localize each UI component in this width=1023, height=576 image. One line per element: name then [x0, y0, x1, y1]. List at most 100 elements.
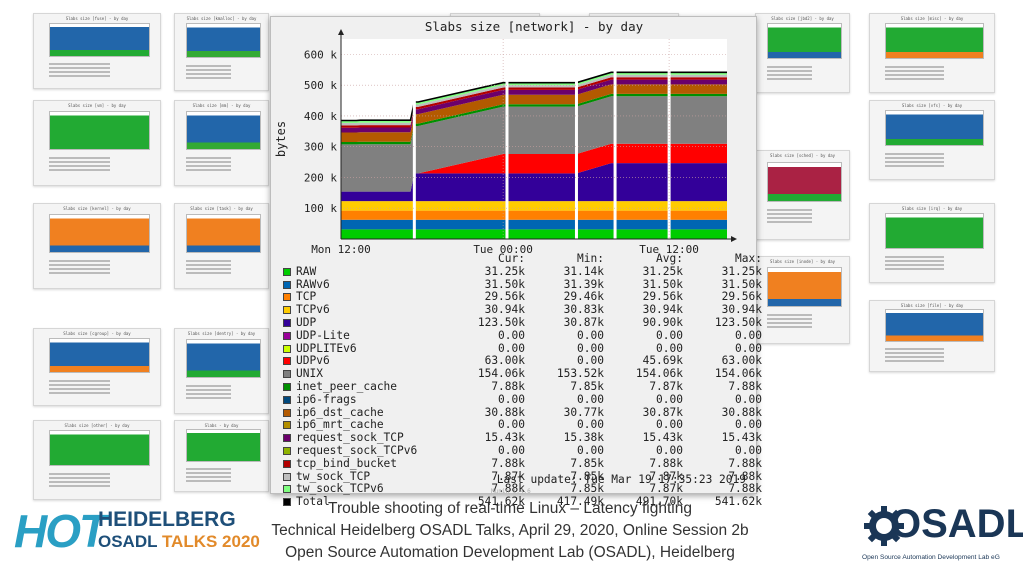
legend-cur: 123.50k [477, 315, 525, 329]
thumbnail-title: Slabs size [task] - by day [190, 206, 253, 211]
header-min: Min: [577, 252, 604, 265]
gear-icon [864, 506, 904, 546]
chart-canvas: Slabs size [network] - by day 100 k 200 k 3… [274, 19, 737, 256]
legend-min: 30.87k [563, 315, 604, 329]
legend-min: 30.83k [563, 303, 604, 317]
legend-avg: 30.87k [642, 405, 683, 419]
thumbnail-graph[interactable]: Slabs size [cgroup] - by day [33, 328, 161, 406]
legend-row: TCPv6 30.94k 30.83k 30.94k 30.94k [283, 303, 762, 317]
legend-max: 7.88k [728, 482, 762, 496]
legend-min: 153.52k [556, 367, 604, 381]
thumbnail-title: Slabs size [jbd2] - by day [771, 16, 834, 21]
legend-max: 7.88k [728, 379, 762, 393]
thumbnail-title: Slabs size [kmalloc] - by day [186, 16, 257, 21]
legend-swatch [283, 408, 291, 417]
legend-name: TCP [296, 290, 317, 304]
legend-min: 15.38k [563, 431, 604, 445]
legend-cur: 31.25k [484, 264, 525, 278]
thumbnail-graph[interactable]: Slabs size [dentry] - by day [174, 328, 269, 414]
thumbnail-plot [767, 23, 842, 60]
legend-row: Total 541.62k 417.49k 491.70k 541.62k [283, 495, 762, 509]
legend-min: 7.85k [570, 379, 604, 393]
x-tick-label: Tue 00:00 [473, 243, 533, 256]
legend-min: 0.00 [577, 392, 604, 406]
thumbnail-graph[interactable]: Slabs size [vfs] - by day [869, 100, 995, 180]
thumbnail-legend [767, 312, 841, 338]
thumbnail-graph[interactable]: Slabs size [kmalloc] - by day [174, 13, 269, 91]
thumbnail-graph[interactable]: Slabs size [other] - by day [33, 420, 161, 500]
thumbnail-plot [49, 430, 150, 467]
series-area-unix [341, 96, 727, 192]
thumbnail-graph[interactable]: Slabs size [misc] - by day [869, 13, 995, 93]
thumbnail-plot [884, 110, 985, 147]
thumbnail-graph[interactable]: Slabs size [mm] - by day [174, 100, 269, 186]
legend-row: tcp_bind_bucket 7.88k 7.85k 7.88k 7.88k [283, 457, 762, 471]
legend-table: Cur: Min: Avg: Max: RAW 31.25k 31.14k 31.25… [283, 252, 762, 509]
data-gap [412, 43, 416, 239]
legend-swatch [283, 472, 291, 481]
y-tick-label: 600 k [304, 48, 337, 61]
thumbnail-title: Slabs size [sched] - by day [769, 153, 836, 158]
thumbnail-plot [767, 161, 842, 203]
legend-cur: 0.00 [498, 392, 525, 406]
thumbnail-graph[interactable]: Slabs size [irq] - by day [869, 203, 995, 283]
y-axis-label: bytes [274, 121, 288, 157]
legend-min: 31.14k [563, 264, 604, 278]
legend-name: RAW [296, 264, 317, 278]
y-tick-label: 400 k [304, 110, 337, 123]
thumbnail-legend [186, 383, 260, 408]
legend-min: 0.00 [577, 341, 604, 355]
legend-max: 0.00 [735, 392, 762, 406]
series-area-udp [341, 163, 727, 202]
thumbnail-graph[interactable]: Slabs size [file] - by day [869, 300, 995, 372]
thumbnail-graph[interactable]: Slabs size [vm] - by day [33, 100, 161, 186]
legend-cur: 29.56k [484, 290, 525, 304]
legend-max: 7.88k [728, 469, 762, 483]
legend-swatch [283, 498, 291, 507]
thumbnail-title: Slabs size [file] - by day [900, 303, 964, 308]
legend-avg: 30.94k [642, 303, 683, 317]
legend-max: 0.00 [735, 341, 762, 355]
legend-row: RAW 31.25k 31.14k 31.25k 31.25k [283, 264, 762, 279]
legend-name: RAWv6 [296, 277, 330, 291]
thumbnail-graph[interactable]: Slabs size [task] - by day [174, 203, 269, 289]
legend-swatch [283, 357, 291, 366]
thumbnail-title: Slabs size [irq] - by day [901, 206, 963, 211]
legend-max: 31.50k [721, 277, 762, 291]
header-cur: Cur: [498, 252, 525, 265]
legend-max: 30.88k [721, 405, 762, 419]
legend-name: inet_peer_cache [296, 379, 398, 393]
legend-cur: 63.00k [484, 354, 525, 368]
munin-watermark: Munin 1.4.6 [491, 488, 531, 495]
last-update: Last update: Tue Mar 19 17:35:23 2019 [496, 473, 746, 486]
legend-swatch [283, 395, 291, 404]
thumbnail-graph[interactable]: Slabs size [sched] - by day [755, 150, 850, 240]
legend-cur: 30.88k [484, 405, 525, 419]
legend-max: 15.43k [721, 431, 762, 445]
thumbnail-title: Slabs size [kernel] - by day [63, 206, 131, 211]
legend-avg: 0.00 [656, 392, 683, 406]
y-tick-label: 100 k [304, 202, 337, 215]
legend-avg: 90.90k [642, 315, 683, 329]
thumbnail-legend [884, 64, 984, 87]
hot-logo-heidelberg: HEIDELBERG [98, 508, 236, 531]
osadl-wordmark: OSADL [890, 502, 1023, 546]
series-area-ip6-dst-cache [341, 84, 727, 142]
thumbnail-plot [186, 339, 261, 378]
legend-min: 7.85k [570, 469, 604, 483]
thumbnail-graph[interactable]: Slabs size [kernel] - by day [33, 203, 161, 289]
thumbnail-plot [884, 213, 985, 250]
thumbnail-graph[interactable]: Slabs size [fuse] - by day [33, 13, 161, 89]
legend-avg: 7.87k [649, 482, 683, 496]
legend-avg: 29.56k [642, 290, 683, 304]
thumbnail-graph[interactable]: Slabs size [jbd2] - by day [755, 13, 850, 93]
thumbnail-graph[interactable]: Slabs - by day [174, 420, 269, 492]
caption-line-1: Trouble shooting of real-time Linux – La… [328, 500, 692, 517]
legend-min: 31.39k [563, 277, 604, 291]
legend-min: 7.85k [570, 482, 604, 496]
network-slabs-graph[interactable]: Slabs size [network] - by day 100 k 200 k 3… [270, 16, 762, 508]
thumbnail-graph[interactable]: Slabs size [inode] - by day [755, 256, 850, 344]
legend-name: ip6-frags [296, 392, 357, 406]
thumbnail-plot [49, 214, 150, 253]
osadl-subtitle: Open Source Automation Development Lab e… [862, 554, 1000, 561]
